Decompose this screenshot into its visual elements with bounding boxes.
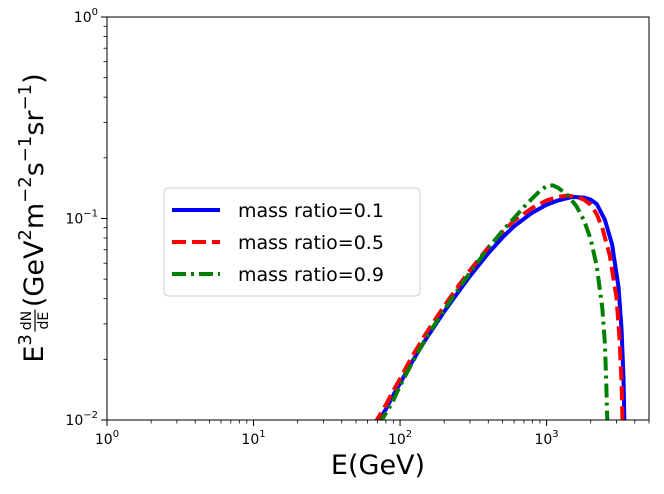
legend-frame: [163, 187, 421, 297]
y-label-unit-open: (GeV: [19, 240, 50, 307]
y-tick-label-0: 10−2: [65, 410, 98, 429]
legend-label-3: mass ratio=0.9: [238, 264, 384, 286]
y-label-unit-close: ): [19, 73, 50, 84]
y-label-sup: 3: [15, 334, 36, 345]
legend-label-1: mass ratio=0.1: [238, 200, 384, 222]
svg-text:E3 (GeV2m−2s−1sr−1): E3 (GeV2m−2s−1sr−1): [15, 73, 50, 362]
legend-label-2: mass ratio=0.5: [238, 232, 384, 254]
series-line-1: [376, 194, 627, 420]
y-label-sr-exp: −1: [15, 84, 36, 111]
x-tick-label-0: 100: [95, 429, 119, 448]
y-label-fraction-denominator: dE: [36, 312, 52, 330]
x-tick-label-2: 102: [388, 429, 412, 448]
x-axis-label: E(GeV): [331, 450, 425, 481]
series-line-2: [374, 193, 625, 420]
y-label-gev-exp: 2: [15, 229, 36, 240]
y-label-s-exp: −1: [15, 136, 36, 163]
y-label-unit-m: m: [19, 203, 50, 229]
y-label-prefix: E: [19, 346, 50, 363]
y-axis-label: E3 (GeV2m−2s−1sr−1) dN dE: [15, 73, 52, 362]
plot-frame: [106, 16, 650, 421]
legend: mass ratio=0.1 mass ratio=0.5 mass ratio=0…: [163, 187, 421, 297]
ticks-layer: 100 101 102 103 10−2 10−1 100: [65, 7, 650, 448]
y-label-unit-s: s: [19, 162, 50, 176]
x-tick-label-1: 101: [241, 429, 265, 448]
y-label-fraction-numerator: dN: [19, 311, 35, 330]
y-tick-label-1: 10−1: [65, 209, 98, 228]
y-tick-label-2: 100: [74, 7, 98, 26]
series-layer: [374, 183, 627, 420]
y-label-unit-sr: sr: [19, 110, 50, 136]
legend-items: mass ratio=0.1 mass ratio=0.5 mass ratio=0…: [172, 200, 384, 286]
series-line-3: [379, 183, 610, 420]
y-label-m-exp: −2: [15, 176, 36, 203]
x-tick-label-3: 103: [534, 429, 558, 448]
